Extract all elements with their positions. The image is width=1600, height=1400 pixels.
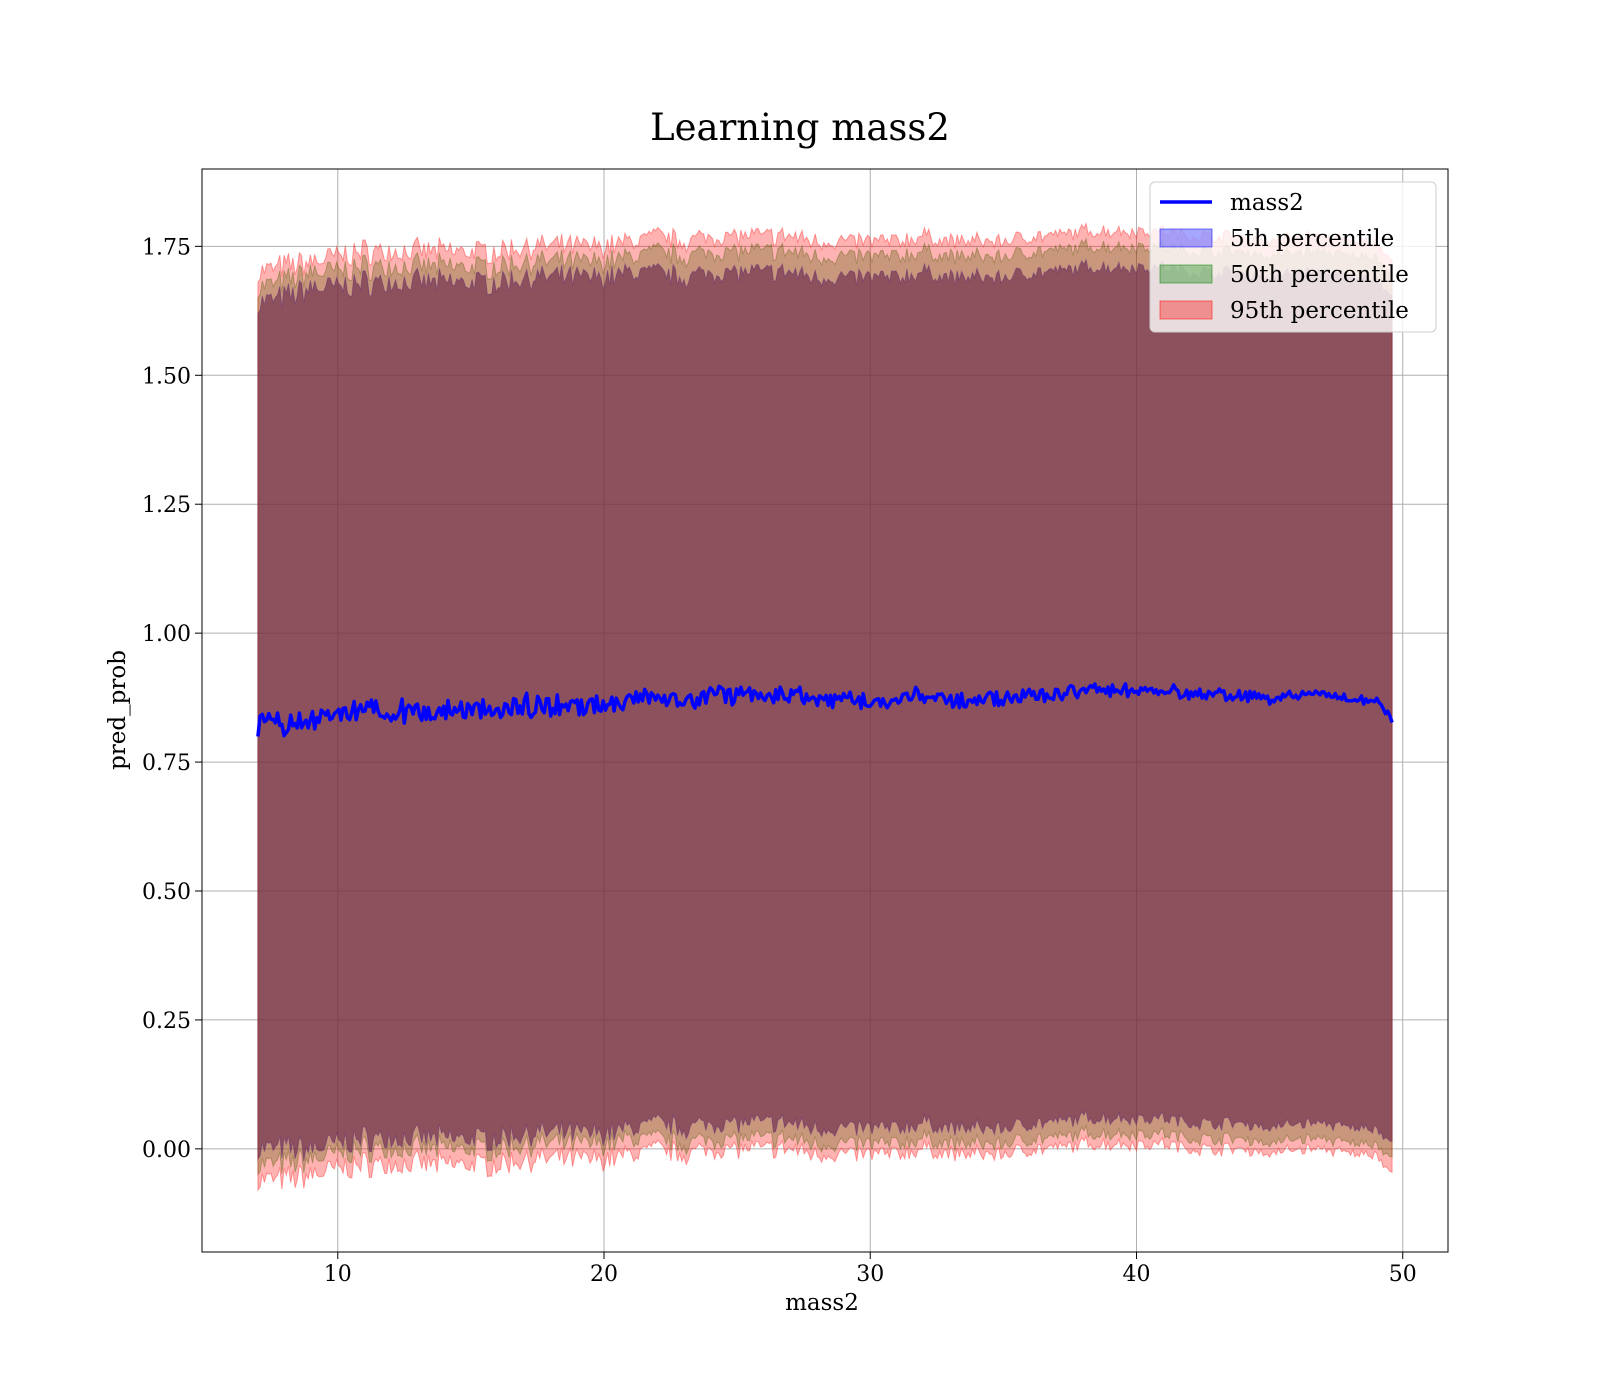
y-tick-label: 0.00 <box>142 1138 191 1163</box>
legend-swatch-patch <box>1159 300 1213 320</box>
y-tick-label: 0.25 <box>142 1009 191 1034</box>
x-tick-label: 50 <box>1389 1262 1417 1287</box>
y-tick-label: 1.75 <box>142 235 191 260</box>
y-axis-label: pred_prob <box>105 650 131 770</box>
percentile-bands <box>257 221 1393 1192</box>
x-tick-label: 40 <box>1123 1262 1151 1287</box>
line-series <box>256 682 1394 738</box>
band-50th-percentile <box>257 237 1393 1177</box>
legend-label: 95th percentile <box>1230 298 1409 324</box>
y-tick-label: 1.50 <box>142 364 191 389</box>
band-5th-percentile <box>257 257 1393 1162</box>
x-axis-label: mass2 <box>785 1290 859 1316</box>
axis-ticks: 10 20 30 40 50 0.00 0.25 0.50 0.75 1.00 1.25 1.50 1.… <box>142 235 1417 1287</box>
legend: mass2 5th percentile 50th percentile 95th p… <box>1149 181 1437 333</box>
band-95th-percentile <box>257 221 1393 1192</box>
legend-label: mass2 <box>1230 190 1304 216</box>
legend-label: 50th percentile <box>1230 262 1409 288</box>
x-tick-label: 30 <box>856 1262 884 1287</box>
chart-title: Learning mass2 <box>650 106 950 149</box>
plot-frame <box>201 168 1449 1253</box>
legend-box <box>1149 181 1437 333</box>
legend-swatch-patch <box>1159 228 1213 248</box>
y-tick-label: 1.25 <box>142 493 191 518</box>
legend-swatch-patch <box>1159 264 1213 284</box>
y-tick-label: 0.50 <box>142 880 191 905</box>
band-overlap-body <box>257 259 1393 1162</box>
x-tick-label: 20 <box>590 1262 618 1287</box>
series-line-mass2 <box>256 682 1394 738</box>
legend-label: 5th percentile <box>1230 226 1394 252</box>
y-tick-label: 1.00 <box>142 622 191 647</box>
x-tick-label: 10 <box>324 1262 352 1287</box>
y-tick-label: 0.75 <box>142 751 191 776</box>
